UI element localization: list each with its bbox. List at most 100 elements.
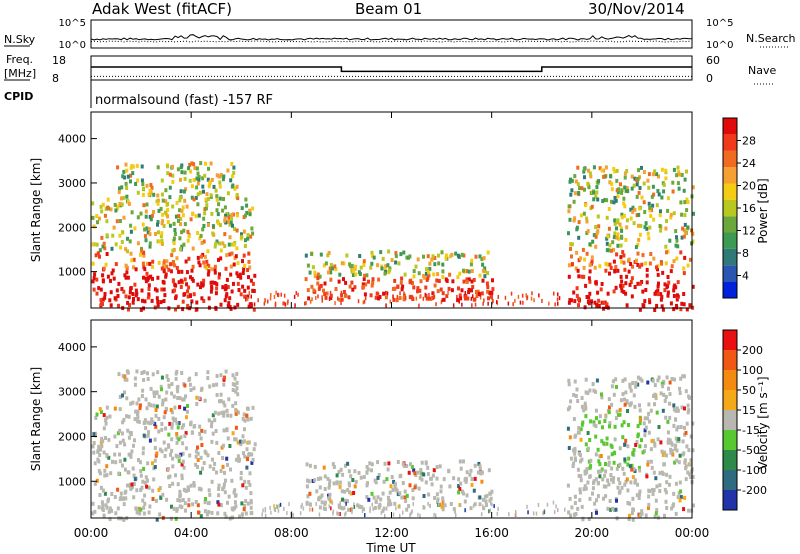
- power-cell: [108, 298, 112, 303]
- velocity-cell: [217, 483, 221, 488]
- velocity-cell: [607, 482, 611, 487]
- velocity-cell: [485, 493, 489, 498]
- velocity-cell: [142, 378, 146, 382]
- velocity-cell: [405, 464, 409, 468]
- power-cell: [123, 273, 127, 278]
- velocity-cell: [572, 448, 575, 453]
- power-cell: [665, 219, 668, 223]
- velocity-cell: [677, 460, 681, 465]
- velocity-cell: [104, 421, 108, 426]
- velocity-cell: [136, 415, 140, 419]
- velocity-cell: [623, 377, 627, 382]
- power-cell: [640, 165, 643, 170]
- velocity-cell: [663, 513, 666, 518]
- power-cell: [215, 282, 219, 287]
- power-cell: [180, 208, 184, 213]
- velocity-cell: [606, 506, 610, 511]
- velocity-cell: [156, 370, 160, 375]
- power-cell: [600, 300, 604, 305]
- power-cell: [428, 266, 432, 271]
- power-cell: [464, 291, 466, 295]
- velocity-cell: [618, 489, 622, 494]
- power-cell: [613, 231, 617, 236]
- velocity-cell: [367, 497, 371, 502]
- power-cell: [595, 185, 599, 190]
- velocity-cell: [604, 462, 607, 466]
- power-cell: [140, 288, 144, 293]
- power-cell: [625, 303, 629, 308]
- velocity-cell: [417, 512, 419, 517]
- power-cell: [672, 259, 676, 264]
- velocity-cell: [146, 478, 149, 483]
- power-cell: [681, 226, 685, 231]
- velocity-cell: [225, 408, 229, 413]
- power-cell: [577, 220, 581, 225]
- velocity-cell: [431, 473, 435, 478]
- power-cell: [198, 263, 202, 268]
- velocity-cell: [664, 395, 668, 399]
- velocity-cell: [269, 505, 271, 510]
- power-cell: [164, 188, 168, 193]
- velocity-cell: [610, 384, 614, 389]
- power-cell: [156, 193, 160, 198]
- velocity-cell: [203, 429, 207, 434]
- power-cell: [225, 292, 229, 297]
- velocity-cell: [488, 509, 490, 514]
- power-cell: [648, 300, 652, 305]
- velocity-cell: [469, 468, 473, 473]
- velocity-cell: [142, 370, 146, 374]
- power-cell: [171, 204, 175, 209]
- power-cell: [273, 295, 276, 299]
- power-cell: [176, 304, 180, 309]
- power-cell: [625, 274, 629, 279]
- velocity-cell: [183, 383, 187, 388]
- power-cell: [433, 292, 435, 297]
- power-cell: [219, 302, 223, 307]
- power-cell: [682, 271, 686, 276]
- velocity-cell: [377, 473, 381, 477]
- velocity-cell: [468, 472, 472, 477]
- power-cell: [126, 300, 130, 305]
- power-cell: [645, 280, 649, 285]
- power-cell: [349, 264, 353, 269]
- nsearch-label: N.Search: [746, 32, 796, 45]
- power-cell: [618, 222, 622, 227]
- power-cell: [573, 174, 577, 179]
- velocity-cell: [373, 478, 377, 483]
- velocity-cell: [171, 464, 175, 469]
- power-cell: [251, 206, 255, 211]
- power-cell: [122, 169, 126, 174]
- power-cell: [512, 302, 514, 307]
- velocity-cell: [123, 375, 127, 380]
- power-colorbar-segment: [723, 134, 737, 151]
- velocity-cell: [210, 510, 214, 515]
- power-cell: [187, 166, 191, 171]
- velocity-cell: [213, 461, 217, 466]
- velocity-cell: [138, 511, 142, 516]
- velocity-cell: [597, 420, 601, 425]
- velocity-cell: [457, 484, 461, 489]
- power-cell: [121, 174, 125, 179]
- velocity-cell: [399, 513, 401, 518]
- power-cell: [504, 295, 507, 300]
- power-cell: [567, 274, 571, 279]
- velocity-cell: [650, 465, 654, 470]
- velocity-cell: [236, 440, 240, 445]
- power-cell: [476, 289, 480, 294]
- velocity-cell: [164, 397, 168, 402]
- power-cell: [203, 264, 207, 269]
- power-cell: [103, 292, 107, 296]
- power-cell: [142, 250, 146, 255]
- power-cell: [92, 287, 96, 292]
- velocity-cell: [189, 483, 193, 488]
- power-cell: [223, 205, 227, 210]
- velocity-cell: [465, 493, 469, 498]
- velocity-cell: [637, 512, 641, 517]
- velocity-cell: [253, 442, 257, 447]
- velocity-cell: [353, 502, 355, 507]
- velocity-cell: [627, 456, 631, 461]
- velocity-cell: [180, 371, 184, 375]
- power-cell: [179, 216, 183, 221]
- velocity-cell: [323, 507, 327, 511]
- velocity-cell: [159, 384, 163, 389]
